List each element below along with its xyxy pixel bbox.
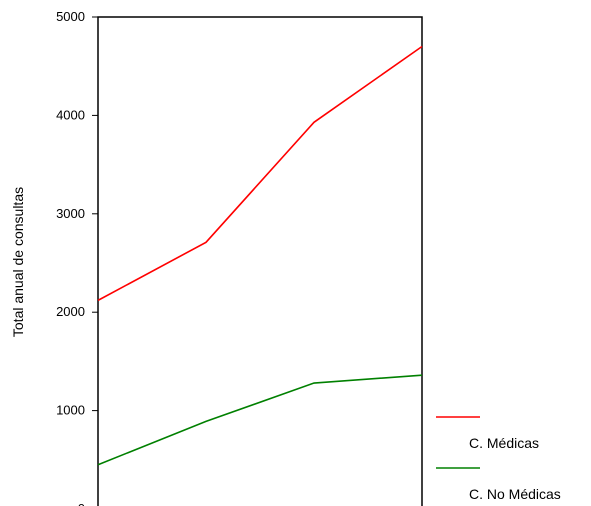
series-line-0 [97,45,423,302]
y-axis-title: Total anual de consultas [10,187,26,337]
y-tick-label: 2000 [56,304,85,319]
y-tick-label: 1000 [56,403,85,418]
y-tick-label: 5000 [56,9,85,24]
y-axis: 0 1000 2000 3000 4000 5000 [56,9,98,506]
plot-area: 0 1000 2000 3000 4000 5000 [56,9,423,506]
plot-frame [97,16,423,506]
y-tick-label: 0 [78,501,85,506]
y-tick-label: 4000 [56,107,85,122]
y-tick-label: 3000 [56,206,85,221]
series-lines [97,45,423,466]
legend: C. Médicas C. No Médicas [436,416,561,502]
legend-label-1: C. No Médicas [469,486,561,502]
series-line-1 [97,374,423,466]
legend-label-0: C. Médicas [469,435,539,451]
